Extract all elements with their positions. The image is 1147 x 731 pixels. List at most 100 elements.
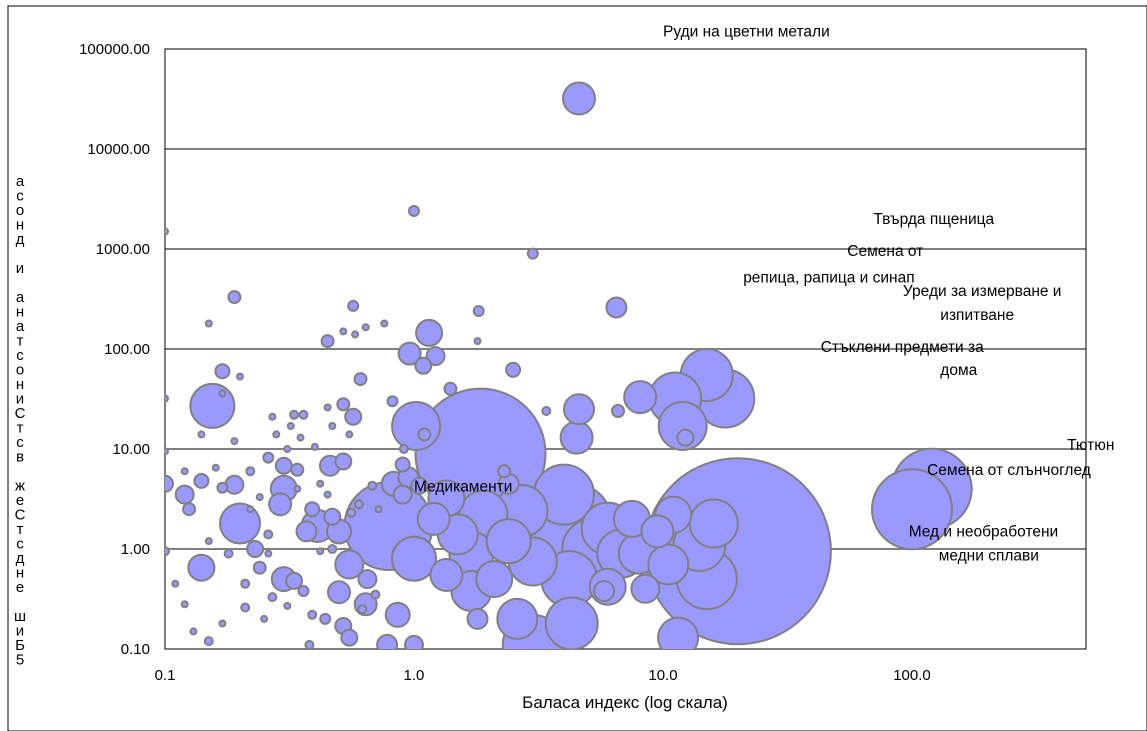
annotation-label: Руди на цветни метали bbox=[663, 23, 830, 40]
bubble-point bbox=[562, 81, 596, 116]
bubble-point bbox=[398, 444, 409, 454]
bubble-point bbox=[392, 484, 413, 505]
bubble-point bbox=[351, 330, 360, 339]
bubble-point bbox=[272, 430, 281, 439]
bubble-point bbox=[307, 609, 318, 620]
y-axis-title-char: н bbox=[16, 565, 24, 582]
bubble-point bbox=[526, 247, 539, 260]
bubble-point bbox=[605, 296, 628, 319]
bubble-point bbox=[187, 553, 216, 582]
bubble-point bbox=[384, 601, 411, 628]
y-axis-title-char: а bbox=[16, 318, 25, 335]
bubble-point bbox=[357, 604, 368, 615]
bubble-point bbox=[657, 616, 700, 649]
bubble-point bbox=[165, 447, 169, 456]
bubble-point bbox=[296, 433, 305, 442]
annotation-label: дома bbox=[940, 362, 977, 379]
bubble-point bbox=[320, 334, 335, 349]
y-axis-title-char: т bbox=[17, 521, 24, 538]
bubble-point bbox=[323, 403, 332, 412]
bubble-point bbox=[274, 456, 293, 475]
bubble-point bbox=[394, 456, 411, 473]
bubble-point bbox=[328, 422, 337, 430]
y-axis-title-char: н bbox=[16, 376, 24, 393]
y-axis-title-char: н bbox=[16, 304, 24, 321]
bubble-point bbox=[245, 466, 256, 477]
bubble-point bbox=[353, 499, 364, 510]
x-tick-label: 10.0 bbox=[648, 667, 677, 684]
bubble-point bbox=[197, 430, 206, 439]
bubble-point bbox=[289, 409, 300, 420]
y-axis-title-char: С bbox=[15, 507, 26, 524]
bubble-point bbox=[416, 501, 451, 536]
annotation-label: Тютюн bbox=[1067, 437, 1114, 454]
bubble-point bbox=[227, 290, 242, 305]
bubble-point bbox=[189, 382, 236, 429]
y-axis-title-char: о bbox=[16, 202, 24, 219]
y-axis-title-char: 5 bbox=[16, 652, 24, 669]
plot-area-border bbox=[164, 48, 1087, 650]
annotations: Руди на цветни метали Твърда пщеница Семен… bbox=[414, 23, 1114, 564]
y-tick-label: 1.00 bbox=[121, 541, 150, 558]
bubble-point bbox=[211, 463, 220, 472]
bubble-point bbox=[295, 520, 318, 543]
y-tick-label: 100000.00 bbox=[79, 41, 150, 58]
bubble-point bbox=[357, 569, 378, 590]
y-tick-label: 10.00 bbox=[112, 441, 150, 458]
bubble-point bbox=[563, 393, 595, 426]
bubble-point bbox=[340, 628, 359, 647]
bubble-point bbox=[647, 543, 690, 586]
bubble-point bbox=[230, 437, 239, 446]
y-axis-title-char: д bbox=[16, 550, 25, 567]
annotation-label: Уреди за измерване и bbox=[903, 283, 1062, 300]
bubble-point bbox=[310, 442, 319, 451]
bubble-point bbox=[505, 361, 522, 378]
bubble-point bbox=[165, 394, 169, 403]
bubble-point bbox=[219, 502, 261, 545]
y-axis-title-char: а bbox=[16, 289, 25, 306]
bubble-point bbox=[353, 372, 368, 387]
bubble-point bbox=[623, 380, 658, 415]
annotation-label: репица, рапица и синап bbox=[743, 269, 914, 286]
bubble-point bbox=[559, 420, 594, 455]
bubble-point bbox=[466, 607, 489, 630]
bubble-point bbox=[182, 502, 197, 517]
annotation-label: изпитване bbox=[940, 307, 1014, 324]
x-tick-label: 0.1 bbox=[155, 667, 176, 684]
annotation-label: Семена от bbox=[847, 243, 923, 260]
x-tick-label: 1.0 bbox=[404, 667, 425, 684]
y-axis-title-char: е bbox=[16, 492, 24, 509]
bubble-point bbox=[404, 634, 424, 649]
bubble-point bbox=[174, 484, 195, 505]
bubble-point bbox=[657, 401, 708, 451]
bubble-point bbox=[216, 481, 229, 494]
annotation-label: Семена от слънчоглед bbox=[927, 462, 1091, 479]
bubble-point bbox=[630, 573, 661, 604]
x-tick-label: 100.0 bbox=[893, 667, 931, 684]
bubble-point bbox=[417, 427, 432, 442]
bubble-point bbox=[236, 372, 244, 381]
bubble-point bbox=[224, 474, 245, 495]
y-axis-title-char: с bbox=[16, 347, 24, 364]
y-axis-title-char: с bbox=[16, 188, 24, 205]
annotation-label: медни сплави bbox=[939, 548, 1039, 565]
bubble-point bbox=[344, 407, 363, 426]
bubble-point bbox=[223, 548, 234, 559]
y-axis-title-char: с bbox=[16, 536, 24, 553]
y-tick-label: 1000.00 bbox=[96, 241, 150, 258]
bubble-point bbox=[496, 597, 539, 640]
bubble-point bbox=[544, 596, 599, 649]
bubble-point bbox=[408, 205, 420, 217]
bubble-point bbox=[386, 395, 399, 408]
bubble-point bbox=[171, 579, 180, 588]
bubble-point bbox=[283, 601, 292, 610]
bubble-point bbox=[165, 227, 169, 236]
bubble-point bbox=[293, 484, 302, 493]
y-axis-title-char: и bbox=[16, 623, 24, 640]
bubble-point bbox=[443, 381, 458, 396]
y-axis-title-char: с bbox=[16, 434, 24, 451]
bubble-point bbox=[676, 428, 695, 447]
bubble-point bbox=[391, 401, 442, 451]
bubble-point bbox=[370, 589, 381, 600]
